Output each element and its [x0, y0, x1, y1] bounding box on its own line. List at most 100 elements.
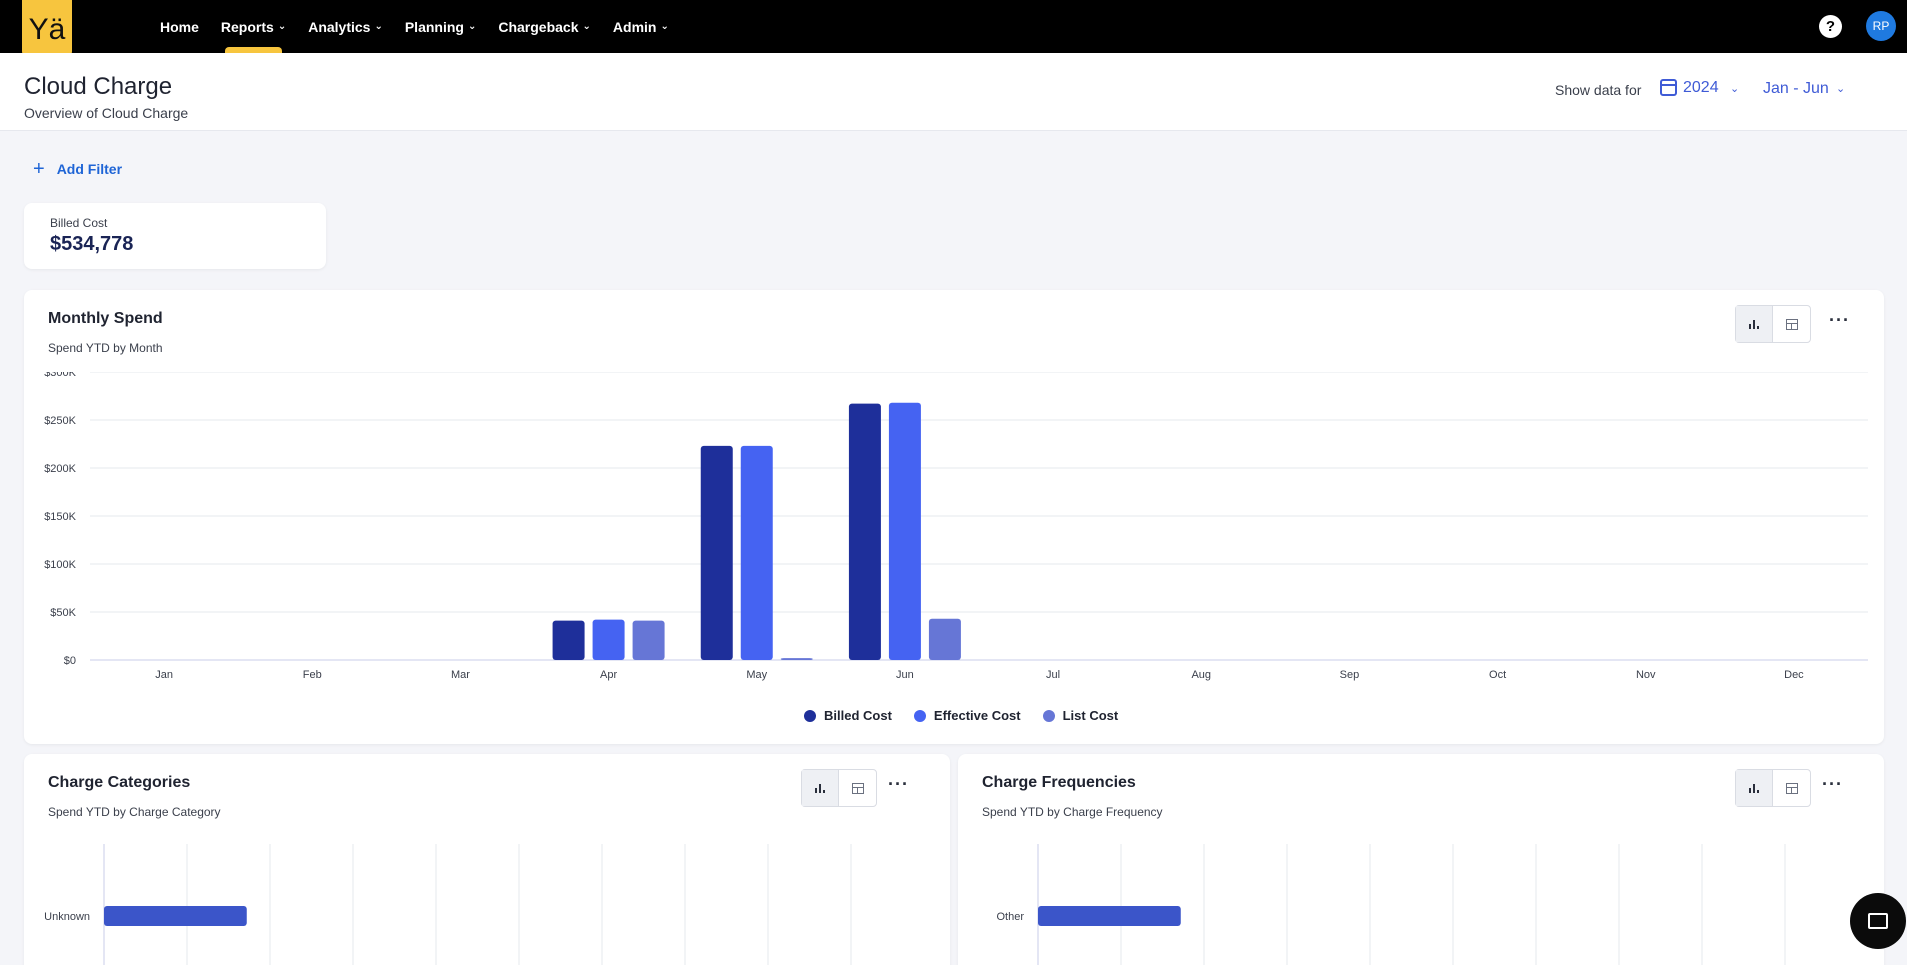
chart-view-button[interactable]	[1736, 306, 1774, 342]
add-filter-button[interactable]: + Add Filter	[33, 159, 122, 179]
card-subtitle: Spend YTD by Charge Category	[48, 805, 221, 819]
chart-view-button[interactable]	[1736, 770, 1774, 806]
y-category-label: Unknown	[44, 911, 90, 923]
y-tick-label: $50K	[50, 607, 76, 619]
bar-billed-cost	[552, 620, 585, 660]
bar-chart-icon	[1749, 319, 1759, 329]
nav-item-label: Admin	[612, 18, 657, 35]
charge-categories-card: Charge Categories Spend YTD by Charge Ca…	[24, 754, 950, 965]
chevron-down-icon: ⌄	[277, 21, 287, 32]
question-circle-icon[interactable]: ?	[1819, 15, 1842, 38]
nav-item-reports[interactable]: Reports ⌄	[221, 0, 286, 53]
x-tick-label: Nov	[1636, 669, 1656, 681]
top-nav-bar: Yä Home Reports ⌄ Analytics ⌄ Planning ⌄ Ch…	[0, 0, 1907, 59]
bar-billed-cost	[700, 445, 733, 660]
more-options-icon[interactable]: ···	[888, 774, 909, 794]
legend-dot	[804, 709, 816, 722]
y-tick-label: $100K	[44, 559, 76, 571]
legend-item[interactable]: Billed Cost	[804, 708, 892, 723]
page-header: Cloud Charge Overview of Cloud Charge Sh…	[0, 53, 1907, 131]
bar-list-cost	[928, 618, 961, 660]
chevron-down-icon[interactable]: ⌄	[1836, 83, 1846, 95]
monthly-spend-card: Monthly Spend Spend YTD by Month ··· $0 $…	[24, 290, 1884, 744]
charge-categories-chart: Unknown	[44, 844, 852, 965]
nav-item-label: Reports	[220, 18, 274, 35]
nav-item-analytics[interactable]: Analytics ⌄	[308, 0, 383, 53]
charge-frequencies-chart: Other	[996, 844, 1786, 965]
page-subtitle: Overview of Cloud Charge	[24, 105, 189, 121]
bar	[1038, 906, 1181, 926]
chevron-down-icon: ⌄	[660, 21, 669, 32]
table-icon	[1785, 782, 1798, 794]
chat-icon	[1868, 913, 1888, 929]
main-nav: Home Reports ⌄ Analytics ⌄ Planning ⌄ Charg…	[160, 0, 691, 53]
nav-item-label: Analytics	[308, 18, 371, 35]
date-range-select[interactable]: Jan - Jun	[1763, 80, 1829, 97]
view-toggle	[1735, 769, 1811, 807]
page-title: Cloud Charge	[24, 73, 173, 100]
x-tick-label: Feb	[303, 669, 322, 681]
bar-effective-cost	[740, 445, 773, 660]
nav-item-chargeback[interactable]: Chargeback ⌄	[498, 0, 591, 53]
x-tick-label: Oct	[1489, 669, 1506, 681]
view-toggle	[801, 769, 877, 807]
x-tick-label: Aug	[1191, 669, 1211, 681]
nav-item-admin[interactable]: Admin ⌄	[613, 0, 669, 53]
chart-view-button[interactable]	[802, 770, 840, 806]
legend-label: List Cost	[1062, 708, 1119, 723]
bar-chart-icon	[1749, 783, 1759, 793]
x-tick-label: Jan	[155, 669, 173, 681]
x-tick-label: Dec	[1784, 669, 1804, 681]
nav-item-home[interactable]: Home	[160, 0, 199, 53]
y-tick-label: $200K	[44, 463, 76, 475]
x-tick-label: May	[746, 669, 767, 681]
nav-item-label: Planning	[404, 18, 464, 35]
x-tick-label: Apr	[600, 669, 617, 681]
x-tick-label: Jul	[1046, 669, 1060, 681]
card-title: Monthly Spend	[48, 310, 163, 327]
more-options-icon[interactable]: ···	[1822, 774, 1843, 794]
bar-list-cost	[780, 658, 813, 660]
x-tick-label: Mar	[451, 669, 470, 681]
y-tick-label: $150K	[44, 511, 76, 523]
show-data-label: Show data for	[1555, 82, 1642, 98]
table-icon	[851, 782, 864, 794]
add-filter-label: Add Filter	[56, 161, 123, 177]
more-options-icon[interactable]: ···	[1829, 310, 1850, 330]
legend-dot	[913, 709, 926, 722]
y-tick-label: $0	[64, 655, 76, 667]
bar-list-cost	[632, 620, 665, 660]
plus-icon: +	[33, 158, 45, 180]
year-select[interactable]: 2024	[1683, 79, 1719, 96]
bar-effective-cost	[888, 402, 921, 660]
card-title: Charge Frequencies	[982, 774, 1136, 791]
brand-logo[interactable]: Yä	[22, 0, 72, 59]
bar	[104, 906, 247, 926]
table-icon	[1785, 318, 1798, 330]
avatar[interactable]: RP	[1866, 11, 1896, 41]
kpi-value: $534,778	[50, 233, 134, 255]
legend-item[interactable]: List Cost	[1042, 708, 1119, 723]
chart-legend: Billed Cost Effective Cost List Cost	[804, 708, 1140, 723]
legend-label: Effective Cost	[933, 708, 1021, 723]
kpi-label: Billed Cost	[50, 216, 108, 230]
charge-frequencies-card: Charge Frequencies Spend YTD by Charge F…	[958, 754, 1884, 965]
nav-item-label: Chargeback	[498, 18, 579, 35]
nav-item-planning[interactable]: Planning ⌄	[405, 0, 477, 53]
chat-support-button[interactable]	[1850, 893, 1906, 949]
bar-billed-cost	[848, 403, 881, 660]
bar-chart-icon	[815, 783, 825, 793]
y-tick-label: $300K	[44, 372, 76, 379]
chevron-down-icon[interactable]: ⌄	[1730, 83, 1740, 95]
nav-item-label: Home	[160, 18, 199, 35]
monthly-spend-chart: $0 $50K $100K $150K $200K $250K $300K Jan Feb Mar…	[44, 372, 1868, 681]
table-view-button[interactable]	[839, 770, 876, 806]
calendar-icon	[1660, 79, 1677, 96]
table-view-button[interactable]	[1773, 770, 1810, 806]
view-toggle	[1735, 305, 1811, 343]
legend-item[interactable]: Effective Cost	[913, 708, 1021, 723]
chevron-down-icon: ⌄	[374, 21, 383, 32]
table-view-button[interactable]	[1773, 306, 1810, 342]
chevron-down-icon: ⌄	[467, 21, 477, 32]
x-tick-label: Jun	[896, 669, 914, 681]
